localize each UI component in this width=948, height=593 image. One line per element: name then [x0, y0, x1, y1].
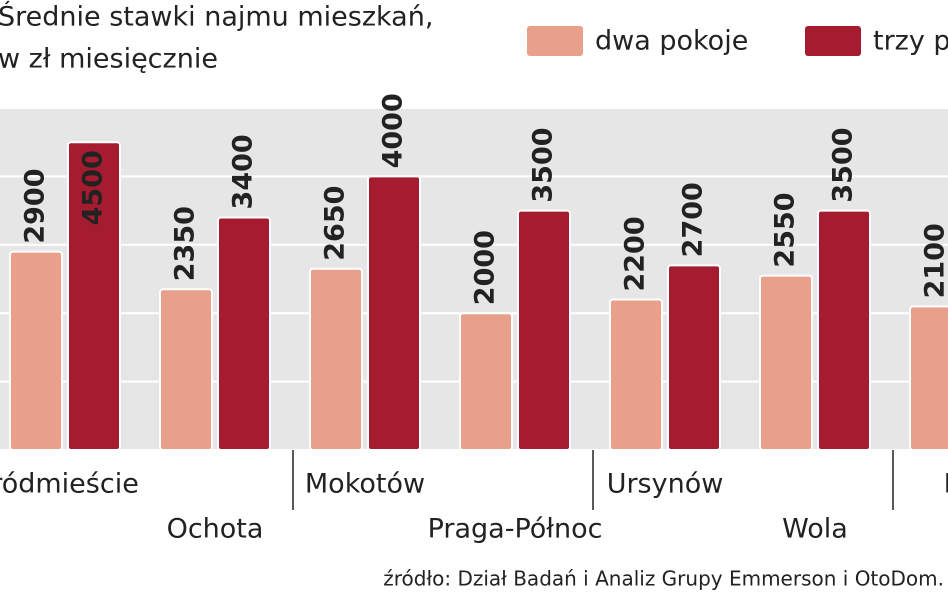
- value-label: 4000: [378, 93, 409, 168]
- chart-subtitle: w zł miesięcznie: [0, 44, 218, 75]
- bar: [817, 209, 871, 451]
- legend-label: dwa pokoje: [595, 26, 748, 57]
- x-tick-label: Wola: [782, 514, 848, 545]
- bar: [309, 267, 363, 451]
- bar: [759, 274, 813, 451]
- x-tick-label: Ursynów: [607, 469, 724, 500]
- legend-swatch: [527, 26, 583, 56]
- value-label: 3400: [228, 134, 259, 209]
- x-tick-label: Ochota: [167, 514, 264, 545]
- value-label: 2200: [620, 216, 651, 291]
- bar: [459, 312, 513, 452]
- bar: [517, 209, 571, 451]
- chart-title: Średnie stawki najmu mieszkań,: [0, 1, 433, 33]
- bar: [367, 175, 421, 451]
- x-tick-label: Mokotów: [305, 469, 425, 500]
- bar: [217, 216, 271, 451]
- value-label: 4500: [78, 150, 109, 225]
- value-label: 2350: [170, 206, 201, 281]
- value-label: 2100: [920, 223, 948, 298]
- value-label: 2000: [470, 230, 501, 305]
- bar: [9, 250, 63, 451]
- value-label: 3500: [828, 127, 859, 202]
- x-tick-label: ródmieście: [0, 469, 139, 500]
- value-label: 2700: [678, 182, 709, 257]
- value-label: 2550: [770, 192, 801, 267]
- x-tick-label: Bie: [944, 469, 948, 500]
- bar: [667, 264, 721, 451]
- bar: [609, 298, 663, 451]
- value-label: 2900: [20, 168, 51, 243]
- x-tick-label: Praga-Północ: [428, 514, 603, 545]
- bar: [159, 288, 213, 452]
- value-label: 2650: [320, 186, 351, 261]
- bar: [67, 141, 121, 451]
- legend-label: trzy p: [873, 26, 948, 57]
- value-label: 3500: [528, 127, 559, 202]
- legend-swatch: [805, 26, 861, 56]
- source: źródło: Dział Badań i Analiz Grupy Emmer…: [383, 567, 944, 591]
- bar: [909, 305, 948, 451]
